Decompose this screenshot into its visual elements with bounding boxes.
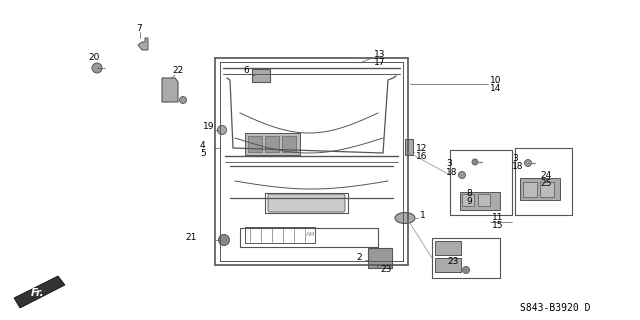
Polygon shape [162,78,178,102]
Text: 21: 21 [185,234,196,243]
Text: 23: 23 [447,258,458,267]
Bar [462,194,474,206]
Bar [520,178,560,200]
Text: 1: 1 [420,211,426,220]
FancyBboxPatch shape [268,194,345,212]
Bar [460,192,500,210]
Text: 7: 7 [136,23,141,33]
Text: 14: 14 [490,84,501,92]
Ellipse shape [395,212,415,223]
Bar [435,241,461,255]
Text: 15: 15 [492,221,504,230]
Text: 13: 13 [374,50,385,59]
Text: 16: 16 [416,151,428,161]
Text: 20: 20 [88,52,99,61]
Circle shape [463,267,470,274]
Text: 22: 22 [172,66,183,75]
Text: S843-B3920 D: S843-B3920 D [520,303,591,313]
Text: 23: 23 [380,266,392,275]
Bar [540,182,554,197]
Circle shape [458,172,465,179]
Text: 4: 4 [200,140,205,149]
Bar [435,258,461,272]
Circle shape [92,63,102,73]
Circle shape [525,159,531,166]
Text: AM: AM [306,233,316,237]
Bar [478,194,490,206]
Polygon shape [14,276,65,308]
Bar [282,136,296,152]
Polygon shape [138,38,148,50]
Text: Fr.: Fr. [31,288,45,298]
Text: 9: 9 [466,196,472,205]
Circle shape [218,125,227,134]
Text: 19: 19 [203,122,214,131]
Bar [245,133,300,155]
Text: 8: 8 [466,188,472,197]
Bar [523,182,537,197]
Bar [265,136,279,152]
Text: 11: 11 [492,213,504,222]
Text: 18: 18 [446,167,458,177]
Bar [405,139,413,155]
Text: 17: 17 [374,58,385,67]
Text: 24: 24 [540,171,551,180]
Circle shape [472,159,478,165]
Text: 6: 6 [243,66,249,75]
Text: 12: 12 [416,143,428,153]
Text: 10: 10 [490,76,502,84]
Text: 18: 18 [512,162,524,171]
Circle shape [218,235,230,245]
Bar [252,69,270,82]
Text: 2: 2 [356,253,362,262]
Circle shape [179,97,186,103]
Text: 3: 3 [446,158,452,167]
Bar [368,248,392,268]
Bar [248,136,262,152]
Text: 25: 25 [540,179,552,188]
Text: 5: 5 [200,148,205,157]
Text: 3: 3 [512,154,518,163]
